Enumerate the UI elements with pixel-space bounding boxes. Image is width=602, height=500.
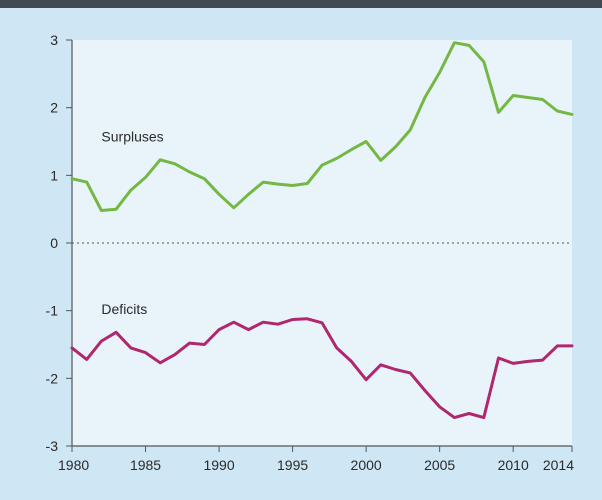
series-line-surpluses: [70, 41, 574, 212]
y-tick-label: -3: [46, 438, 59, 454]
labels-layer: Surpluses Deficits: [101, 129, 163, 318]
y-tick-label: 0: [50, 235, 58, 251]
x-tick-label: 1990: [203, 457, 234, 473]
y-tick-label: -2: [46, 370, 59, 386]
y-tick-label: -1: [46, 303, 59, 319]
y-tick-label: 3: [50, 32, 58, 48]
x-tick-label: 1980: [58, 457, 89, 473]
axes: 3 2 1 0 -1 -2 -3 1980 1985 1990 1995 2000 2005 2010 20…: [46, 32, 575, 473]
y-tick-label: 2: [50, 100, 58, 116]
series-label-surpluses: Surpluses: [101, 129, 163, 145]
top-rule: [0, 0, 602, 8]
x-tick-label: 2000: [351, 457, 382, 473]
x-tick-label: 2010: [498, 457, 529, 473]
y-tick-label: 1: [50, 167, 58, 183]
series-layer: [70, 41, 574, 420]
series-line-deficits: [70, 317, 574, 420]
series-label-deficits: Deficits: [101, 301, 147, 317]
x-tick-label: 1985: [130, 457, 161, 473]
x-tick-label: 1995: [277, 457, 308, 473]
x-tick-label: 2014: [543, 457, 574, 473]
x-tick-label: 2005: [424, 457, 455, 473]
